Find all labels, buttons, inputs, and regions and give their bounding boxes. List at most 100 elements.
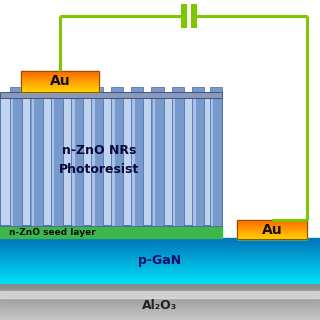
Bar	[0, 252, 320, 253]
Bar	[237, 229, 307, 230]
Bar	[151, 98, 164, 226]
Bar	[21, 80, 99, 81]
Bar	[0, 242, 320, 243]
Bar	[0, 271, 320, 272]
Bar	[0, 280, 320, 281]
Bar	[0, 293, 320, 294]
Bar	[0, 249, 320, 250]
Bar	[210, 98, 222, 226]
Bar	[0, 296, 320, 297]
Bar	[0, 277, 320, 278]
Bar	[237, 231, 307, 232]
Bar	[0, 226, 222, 238]
Bar	[0, 259, 320, 260]
Bar	[21, 73, 99, 74]
Bar	[21, 86, 99, 87]
Bar	[0, 283, 320, 284]
Bar	[0, 238, 320, 239]
Bar	[32, 98, 34, 226]
Bar	[111, 98, 123, 226]
Bar	[0, 292, 320, 293]
Bar	[153, 98, 155, 226]
Bar	[0, 270, 320, 271]
Bar	[0, 278, 320, 279]
Bar	[0, 285, 320, 286]
Bar	[0, 98, 222, 226]
Text: n-ZnO seed layer: n-ZnO seed layer	[9, 228, 96, 237]
Bar	[72, 98, 75, 226]
Bar	[0, 279, 320, 280]
Bar	[0, 284, 320, 285]
Bar	[0, 275, 320, 276]
Bar	[193, 98, 196, 226]
Bar	[0, 258, 320, 259]
Bar	[151, 87, 164, 98]
Bar	[0, 240, 320, 241]
Bar	[30, 87, 43, 98]
Bar	[21, 78, 99, 79]
Bar	[132, 98, 135, 226]
Bar	[11, 98, 13, 226]
Bar	[237, 230, 307, 231]
Bar	[237, 237, 307, 238]
Bar	[0, 318, 320, 319]
Bar	[0, 297, 320, 298]
Bar	[21, 84, 99, 85]
Bar	[172, 98, 184, 226]
Bar	[0, 287, 320, 288]
Bar	[172, 87, 184, 98]
Bar	[21, 74, 99, 75]
Bar	[0, 241, 320, 242]
Bar	[173, 98, 175, 226]
Bar	[0, 281, 320, 282]
Bar	[0, 291, 320, 292]
Bar	[0, 239, 320, 240]
Bar	[237, 222, 307, 223]
Bar	[21, 76, 99, 77]
Bar	[0, 295, 320, 296]
Bar	[0, 272, 320, 273]
Bar	[0, 251, 320, 252]
Bar	[21, 89, 99, 90]
Bar	[237, 228, 307, 229]
Bar	[0, 261, 320, 262]
Bar	[237, 236, 307, 237]
Bar	[21, 82, 99, 83]
Bar	[131, 98, 143, 226]
Text: Au: Au	[50, 75, 70, 88]
Bar	[0, 282, 320, 283]
Bar	[0, 262, 320, 263]
Bar	[0, 257, 320, 258]
Bar	[237, 238, 307, 239]
Bar	[71, 98, 83, 226]
Bar	[237, 223, 307, 224]
Bar	[0, 314, 320, 315]
Bar	[192, 87, 204, 98]
Bar	[0, 316, 320, 317]
Bar	[112, 98, 115, 226]
Bar	[0, 256, 320, 257]
Bar	[211, 98, 213, 226]
Bar	[237, 233, 307, 234]
Bar	[0, 304, 320, 305]
Bar	[0, 263, 320, 264]
Bar	[0, 288, 320, 289]
Bar	[0, 253, 320, 254]
Bar	[131, 87, 143, 98]
Bar	[51, 87, 63, 98]
Bar	[0, 302, 320, 303]
Bar	[0, 267, 320, 268]
Bar	[0, 273, 320, 274]
Bar	[21, 88, 99, 89]
Bar	[21, 71, 99, 92]
Bar	[237, 220, 307, 239]
Bar	[21, 91, 99, 92]
Bar	[21, 79, 99, 80]
Bar	[0, 264, 320, 265]
Text: p-GaN: p-GaN	[139, 254, 181, 267]
Bar	[0, 308, 320, 309]
Bar	[0, 243, 320, 244]
Bar	[21, 90, 99, 91]
Bar	[21, 77, 99, 78]
Bar	[237, 221, 307, 222]
